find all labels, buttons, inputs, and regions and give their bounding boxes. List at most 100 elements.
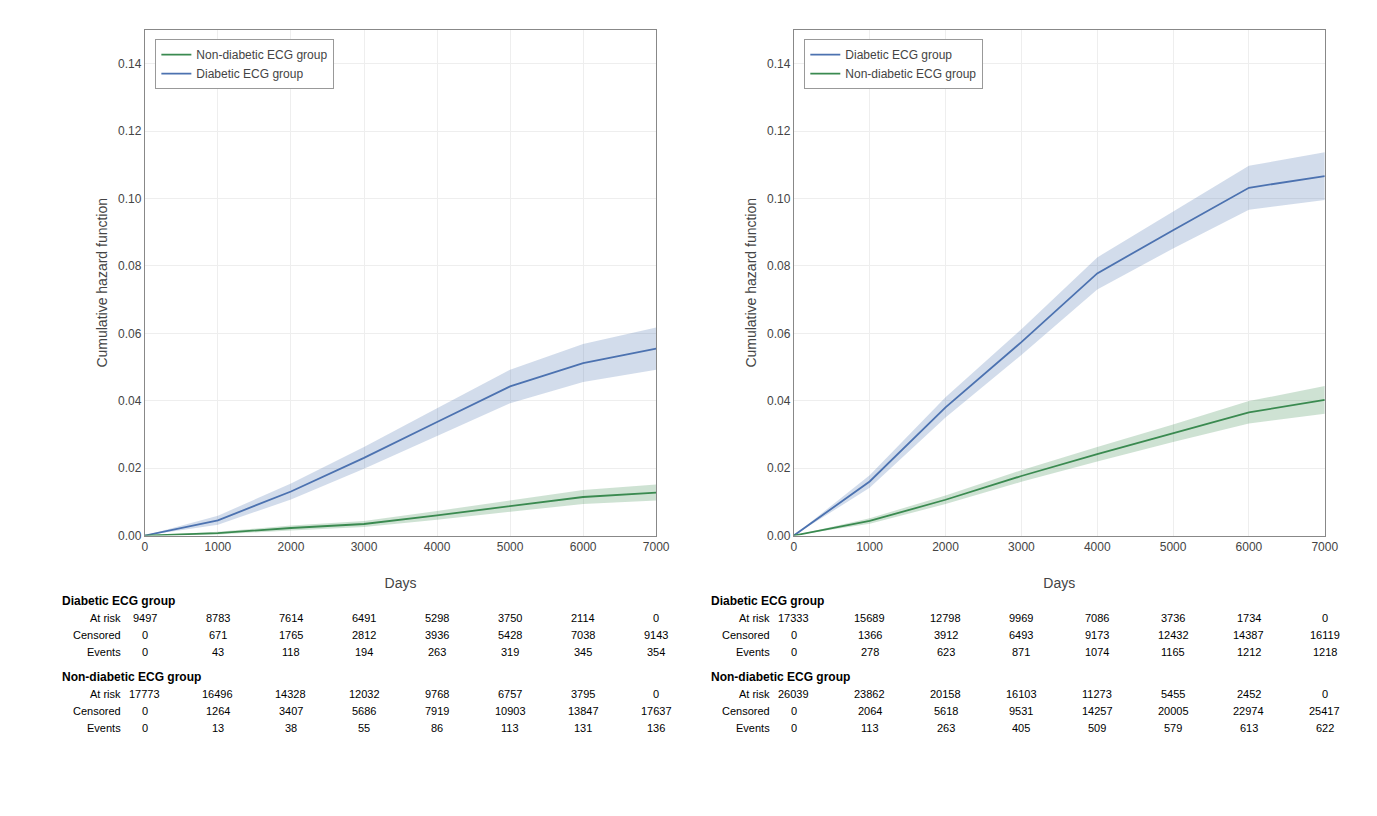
svg-text:Diabetic ECG group: Diabetic ECG group [196,67,303,81]
svg-text:Censored: Censored [73,705,121,717]
svg-text:14328: 14328 [275,688,306,700]
svg-text:Cumulative hazard function: Cumulative hazard function [743,198,759,368]
svg-text:1765: 1765 [279,629,303,641]
svg-text:Diabetic ECG group: Diabetic ECG group [62,594,175,608]
svg-text:7919: 7919 [425,705,449,717]
svg-text:871: 871 [1012,646,1030,658]
svg-text:3000: 3000 [351,540,378,554]
svg-text:86: 86 [431,722,443,734]
svg-text:0.02: 0.02 [767,461,791,475]
svg-text:Non-diabetic ECG group: Non-diabetic ECG group [196,48,327,62]
svg-text:0: 0 [142,540,149,554]
svg-text:0.12: 0.12 [118,124,142,138]
svg-text:1074: 1074 [1085,646,1109,658]
svg-text:263: 263 [937,722,955,734]
svg-text:2114: 2114 [571,612,595,624]
svg-text:43: 43 [212,646,224,658]
svg-text:0: 0 [790,540,797,554]
svg-text:6000: 6000 [1236,540,1263,554]
svg-text:0.14: 0.14 [767,57,791,71]
svg-text:354: 354 [647,646,665,658]
svg-text:At risk: At risk [90,612,121,624]
svg-text:Censored: Censored [73,629,121,641]
svg-text:1218: 1218 [1313,646,1337,658]
svg-text:3736: 3736 [1161,612,1185,624]
svg-text:623: 623 [937,646,955,658]
svg-text:0.04: 0.04 [767,394,791,408]
svg-text:613: 613 [1240,722,1258,734]
svg-text:16103: 16103 [1006,688,1037,700]
svg-text:0: 0 [791,722,797,734]
svg-text:Cumulative hazard function: Cumulative hazard function [94,198,110,368]
svg-text:136: 136 [647,722,665,734]
svg-text:9768: 9768 [425,688,449,700]
svg-text:22974: 22974 [1233,705,1264,717]
svg-text:0.14: 0.14 [118,57,142,71]
svg-text:4000: 4000 [424,540,451,554]
svg-text:118: 118 [282,646,300,658]
svg-text:Diabetic ECG group: Diabetic ECG group [711,594,824,608]
svg-text:5428: 5428 [498,629,522,641]
svg-text:0: 0 [653,612,659,624]
svg-text:0.08: 0.08 [767,259,791,273]
svg-text:0: 0 [791,705,797,717]
svg-text:15689: 15689 [854,612,885,624]
svg-text:Days: Days [1043,575,1075,591]
svg-text:405: 405 [1012,722,1030,734]
svg-text:6757: 6757 [498,688,522,700]
svg-text:5618: 5618 [934,705,958,717]
svg-text:Censored: Censored [722,629,770,641]
svg-text:0: 0 [142,646,148,658]
svg-text:38: 38 [285,722,297,734]
svg-text:3750: 3750 [498,612,522,624]
svg-text:9531: 9531 [1009,705,1033,717]
svg-text:Events: Events [87,646,121,658]
svg-text:2452: 2452 [1237,688,1261,700]
svg-text:17637: 17637 [641,705,672,717]
svg-text:7000: 7000 [643,540,670,554]
svg-text:20158: 20158 [930,688,961,700]
svg-text:12798: 12798 [930,612,961,624]
svg-text:194: 194 [355,646,373,658]
svg-text:14387: 14387 [1233,629,1264,641]
svg-text:0: 0 [791,629,797,641]
svg-text:5455: 5455 [1161,688,1185,700]
svg-text:0.10: 0.10 [118,192,142,206]
svg-text:1734: 1734 [1237,612,1261,624]
svg-text:671: 671 [209,629,227,641]
svg-text:26039: 26039 [778,688,809,700]
svg-text:3936: 3936 [425,629,449,641]
svg-text:1165: 1165 [1161,646,1185,658]
svg-text:12032: 12032 [349,688,380,700]
svg-text:263: 263 [428,646,446,658]
svg-text:131: 131 [574,722,592,734]
svg-text:Events: Events [736,646,770,658]
svg-text:5000: 5000 [1160,540,1187,554]
svg-text:Non-diabetic ECG group: Non-diabetic ECG group [845,67,976,81]
svg-text:1000: 1000 [856,540,883,554]
svg-text:10903: 10903 [495,705,526,717]
svg-text:Events: Events [87,722,121,734]
svg-text:1000: 1000 [205,540,232,554]
svg-text:9497: 9497 [133,612,157,624]
svg-text:25417: 25417 [1309,705,1340,717]
svg-text:0.06: 0.06 [118,327,142,341]
svg-text:0: 0 [653,688,659,700]
svg-text:14257: 14257 [1082,705,1113,717]
svg-text:3912: 3912 [934,629,958,641]
svg-text:13847: 13847 [568,705,599,717]
svg-text:Non-diabetic ECG group: Non-diabetic ECG group [711,670,850,684]
svg-text:0: 0 [791,646,797,658]
svg-text:Diabetic ECG group: Diabetic ECG group [845,48,952,62]
svg-text:0: 0 [142,705,148,717]
svg-text:319: 319 [501,646,519,658]
svg-text:16496: 16496 [202,688,233,700]
svg-text:23862: 23862 [854,688,885,700]
svg-text:1264: 1264 [206,705,230,717]
svg-text:5000: 5000 [497,540,524,554]
svg-text:0: 0 [142,722,148,734]
svg-text:9143: 9143 [644,629,668,641]
svg-text:345: 345 [574,646,592,658]
svg-text:5686: 5686 [352,705,376,717]
svg-text:0.00: 0.00 [767,529,791,543]
